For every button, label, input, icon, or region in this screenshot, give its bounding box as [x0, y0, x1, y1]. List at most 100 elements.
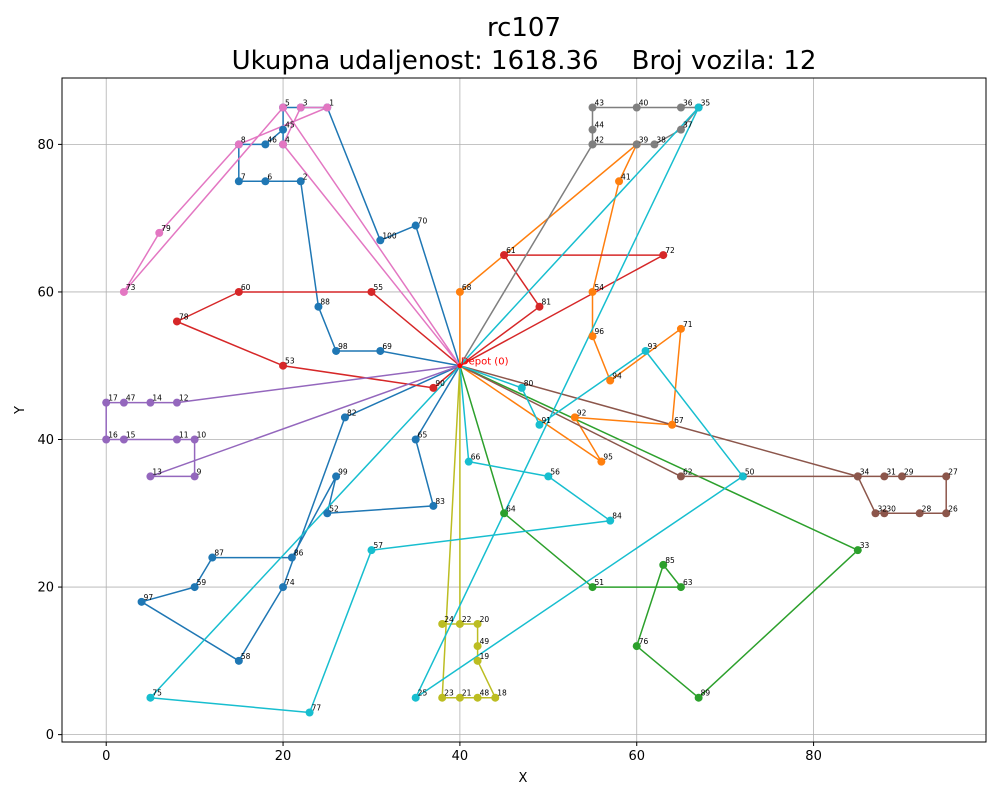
customer-point: [102, 398, 111, 407]
customer-point: [455, 619, 464, 628]
route-line-3: [459, 143, 682, 463]
customer-point: [119, 435, 128, 444]
point-label: 89: [701, 689, 711, 698]
customer-point: [323, 509, 332, 518]
y-tick-label: 60: [37, 285, 54, 300]
point-label: 35: [701, 99, 711, 108]
point-label: 75: [152, 689, 162, 698]
point-label: 37: [683, 121, 693, 130]
customer-point: [279, 125, 288, 134]
point-label: 91: [541, 416, 551, 425]
customer-point: [340, 413, 349, 422]
point-label: 31: [886, 467, 896, 476]
point-label: 64: [506, 504, 516, 513]
y-tick-label: 20: [37, 581, 54, 596]
x-tick-label: 80: [805, 749, 822, 764]
point-label: 24: [444, 615, 454, 624]
point-label: 10: [197, 431, 207, 440]
customer-point: [190, 435, 199, 444]
customer-point: [676, 125, 685, 134]
point-label: 87: [214, 549, 224, 558]
point-label: 63: [683, 578, 693, 587]
point-label: 56: [550, 467, 560, 476]
customer-point: [898, 472, 906, 481]
point-label: 52: [329, 504, 339, 513]
point-label: 71: [683, 320, 693, 329]
route-series: [105, 106, 947, 714]
customer-point: [738, 472, 747, 481]
route-line-2: [140, 365, 461, 662]
customer-point: [208, 553, 217, 562]
x-tick-label: 0: [102, 749, 110, 764]
customer-point: [172, 435, 181, 444]
point-label: 65: [418, 431, 428, 440]
point-label: 57: [373, 541, 383, 550]
point-label: 90: [435, 379, 445, 388]
customer-point: [694, 693, 703, 702]
depot-label: Depot (0): [461, 357, 509, 368]
route-points: [102, 103, 951, 717]
x-tick-label: 40: [452, 749, 469, 764]
customer-point: [279, 583, 288, 592]
point-label: 32: [877, 504, 887, 513]
point-label: 36: [683, 99, 693, 108]
point-label: 26: [948, 504, 958, 513]
point-label: 68: [462, 283, 472, 292]
point-label: 48: [480, 689, 490, 698]
customer-point: [287, 553, 296, 562]
customer-point: [146, 398, 155, 407]
point-label: 34: [860, 467, 870, 476]
customer-point: [694, 103, 703, 112]
point-label: 29: [904, 467, 914, 476]
point-label: 9: [197, 467, 202, 476]
point-label: 2: [303, 172, 308, 181]
customer-point: [473, 642, 482, 651]
customer-point: [314, 302, 323, 311]
point-label: 50: [745, 467, 755, 476]
point-label: 18: [497, 689, 507, 698]
point-label: 67: [674, 416, 684, 425]
customer-point: [942, 509, 951, 518]
customer-point: [517, 383, 526, 392]
customer-point: [234, 177, 243, 186]
customer-point: [588, 125, 597, 134]
customer-point: [588, 103, 597, 112]
customer-point: [234, 287, 243, 296]
depot-point: [457, 363, 463, 369]
point-label: 69: [382, 342, 392, 351]
customer-point: [119, 287, 128, 296]
route-line-1: [238, 106, 461, 367]
point-label: 72: [665, 246, 675, 255]
point-label: 59: [197, 578, 207, 587]
point-label: 73: [126, 283, 136, 292]
point-label: 17: [108, 394, 118, 403]
customer-point: [615, 177, 624, 186]
customer-point: [500, 509, 509, 518]
customer-point: [535, 302, 544, 311]
point-label: 93: [648, 342, 658, 351]
y-tick-label: 0: [46, 728, 54, 743]
point-label: 45: [285, 121, 295, 130]
customer-point: [676, 103, 685, 112]
grid: [62, 78, 986, 742]
customer-point: [535, 420, 544, 429]
point-label: 14: [152, 394, 162, 403]
point-label: 66: [471, 453, 481, 462]
x-axis-label: X: [519, 771, 528, 786]
customer-point: [332, 472, 341, 481]
point-label: 74: [285, 578, 295, 587]
point-label: 55: [373, 283, 383, 292]
point-label: 80: [524, 379, 534, 388]
customer-point: [261, 177, 270, 186]
customer-point: [668, 420, 677, 429]
point-label: 22: [462, 615, 472, 624]
point-label: 96: [595, 327, 605, 336]
point-label: 79: [161, 224, 171, 233]
customer-point: [632, 140, 641, 149]
customer-point: [676, 583, 685, 592]
point-label: 20: [480, 615, 490, 624]
customer-point: [376, 236, 385, 245]
customer-point: [942, 472, 951, 481]
